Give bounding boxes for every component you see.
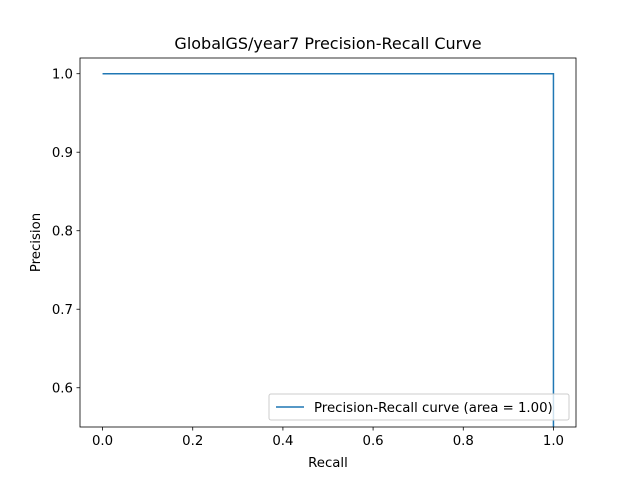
legend: Precision-Recall curve (area = 1.00) [268, 393, 570, 421]
y-tick-label: 0.7 [52, 303, 73, 318]
x-tick-label: 0.2 [182, 434, 203, 449]
y-tick-label: 0.9 [52, 146, 73, 161]
x-axis-label: Recall [308, 456, 348, 471]
x-tick-label: 0.8 [453, 434, 474, 449]
y-tick-label: 0.6 [52, 382, 73, 397]
x-axis-ticks: 0.0 0.2 0.4 0.6 0.8 1.0 [92, 427, 564, 449]
x-tick-label: 0.0 [92, 434, 113, 449]
series-layer [102, 72, 555, 427]
y-axis-label: Precision [29, 213, 44, 272]
legend-box [268, 393, 570, 421]
y-axis-ticks: 0.6 0.7 0.8 0.9 1.0 [52, 68, 80, 397]
y-tick-label: 1.0 [52, 68, 73, 83]
x-tick-label: 0.4 [272, 434, 293, 449]
y-tick-label: 0.8 [52, 225, 73, 240]
x-tick-label: 0.6 [363, 434, 384, 449]
x-tick-label: 1.0 [543, 434, 564, 449]
chart-title: GlobalGS/year7 Precision-Recall Curve [174, 34, 481, 53]
plot-frame [79, 57, 577, 428]
plot-area-background [80, 58, 576, 427]
legend-entry-label: Precision-Recall curve (area = 1.00) [314, 401, 553, 416]
series-line-0 [102, 72, 555, 427]
